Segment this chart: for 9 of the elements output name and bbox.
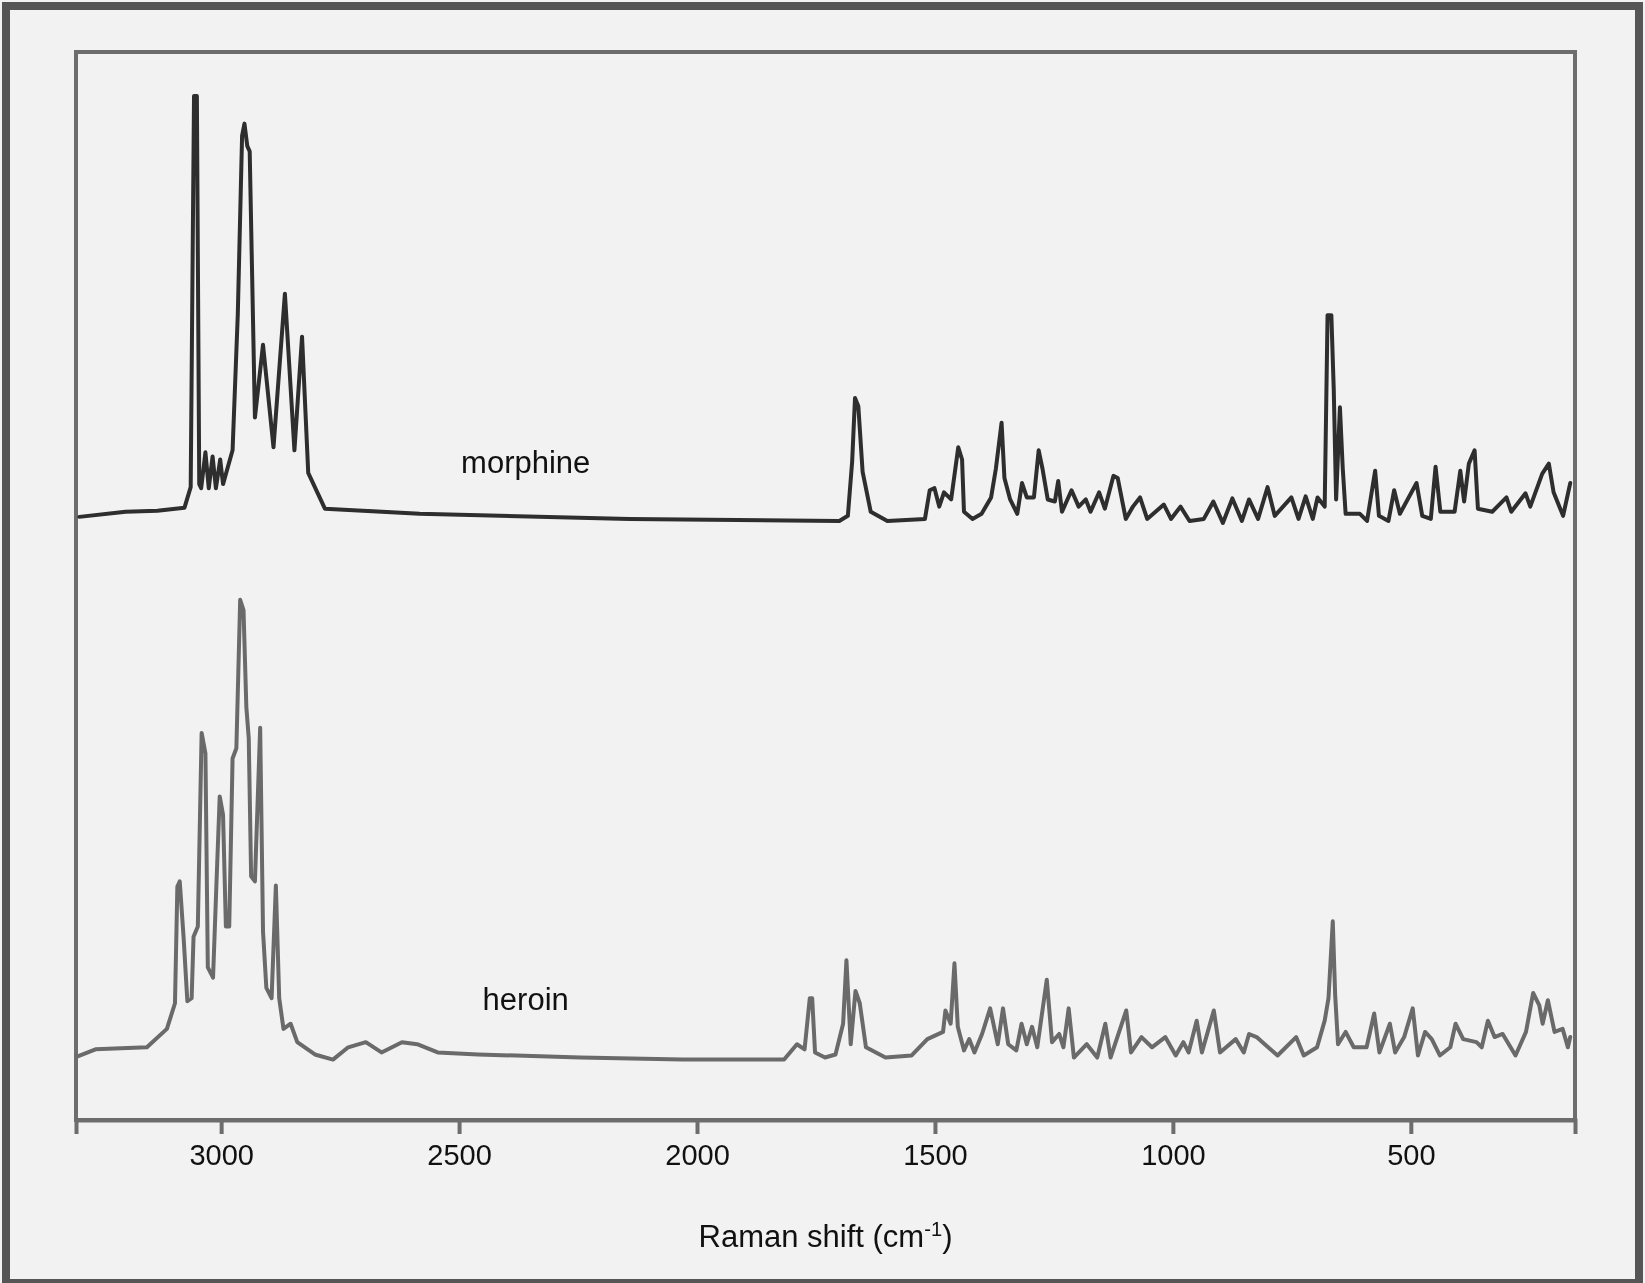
x-tick-label: 2500 <box>427 1138 492 1171</box>
x-tick-label: 1000 <box>1141 1138 1206 1171</box>
x-tick-label: 1500 <box>903 1138 968 1171</box>
x-axis-title: Raman shift (cm$^{-1}$) <box>698 1218 953 1254</box>
series-label: morphine <box>461 445 591 481</box>
series-label: heroin <box>482 981 569 1017</box>
x-tick-label: 500 <box>1387 1138 1436 1171</box>
x-tick-label: 3000 <box>189 1138 254 1171</box>
x-tick-label: 2000 <box>665 1138 730 1171</box>
